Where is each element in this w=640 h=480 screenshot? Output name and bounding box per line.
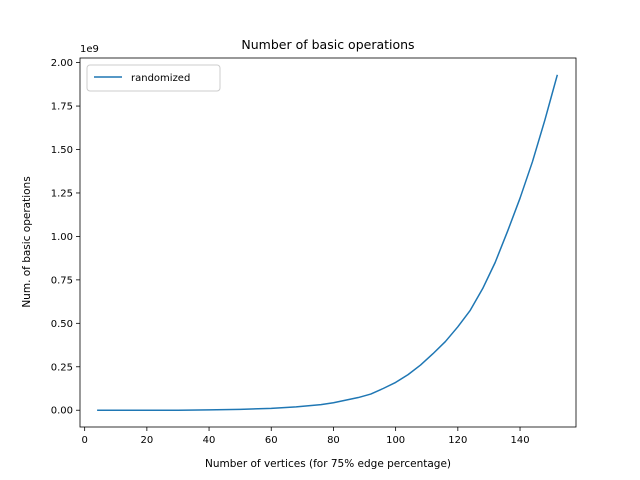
x-tick-label: 60 bbox=[265, 435, 278, 446]
y-axis-label: Num. of basic operations bbox=[21, 176, 33, 307]
legend: randomized bbox=[86, 64, 221, 92]
y-tick-label: 0.75 bbox=[51, 275, 73, 286]
x-tick-label: 40 bbox=[203, 435, 216, 446]
y-tick-label: 0.00 bbox=[51, 406, 73, 417]
x-tick-label: 0 bbox=[81, 435, 87, 446]
y-tick-label: 1.00 bbox=[51, 232, 73, 243]
legend-label-randomized: randomized bbox=[131, 73, 190, 84]
y-tick-label: 0.25 bbox=[51, 362, 73, 373]
x-tick-label: 120 bbox=[448, 435, 467, 446]
y-tick-label: 1.75 bbox=[51, 102, 73, 113]
x-axis-label: Number of vertices (for 75% edge percent… bbox=[205, 458, 451, 470]
chart-title: Number of basic operations bbox=[241, 37, 414, 52]
legend-box bbox=[86, 64, 221, 92]
x-tick-label: 20 bbox=[140, 435, 153, 446]
x-tick-label: 80 bbox=[327, 435, 340, 446]
y-tick-label: 1.25 bbox=[51, 188, 73, 199]
axes-frame bbox=[79, 57, 577, 428]
y-tick-label: 2.00 bbox=[51, 58, 73, 69]
series-line-randomized bbox=[97, 74, 559, 411]
y-offset-label: 1e9 bbox=[80, 44, 99, 55]
x-tick-label: 140 bbox=[510, 435, 529, 446]
y-tick-label: 0.50 bbox=[51, 319, 73, 330]
x-tick-label: 100 bbox=[386, 435, 405, 446]
plot-area: 0 20 40 60 80 100 120 140 0.00 0.25 0.50 0.75 1.00 1.… bbox=[51, 57, 577, 446]
y-tick-label: 1.50 bbox=[51, 145, 73, 156]
